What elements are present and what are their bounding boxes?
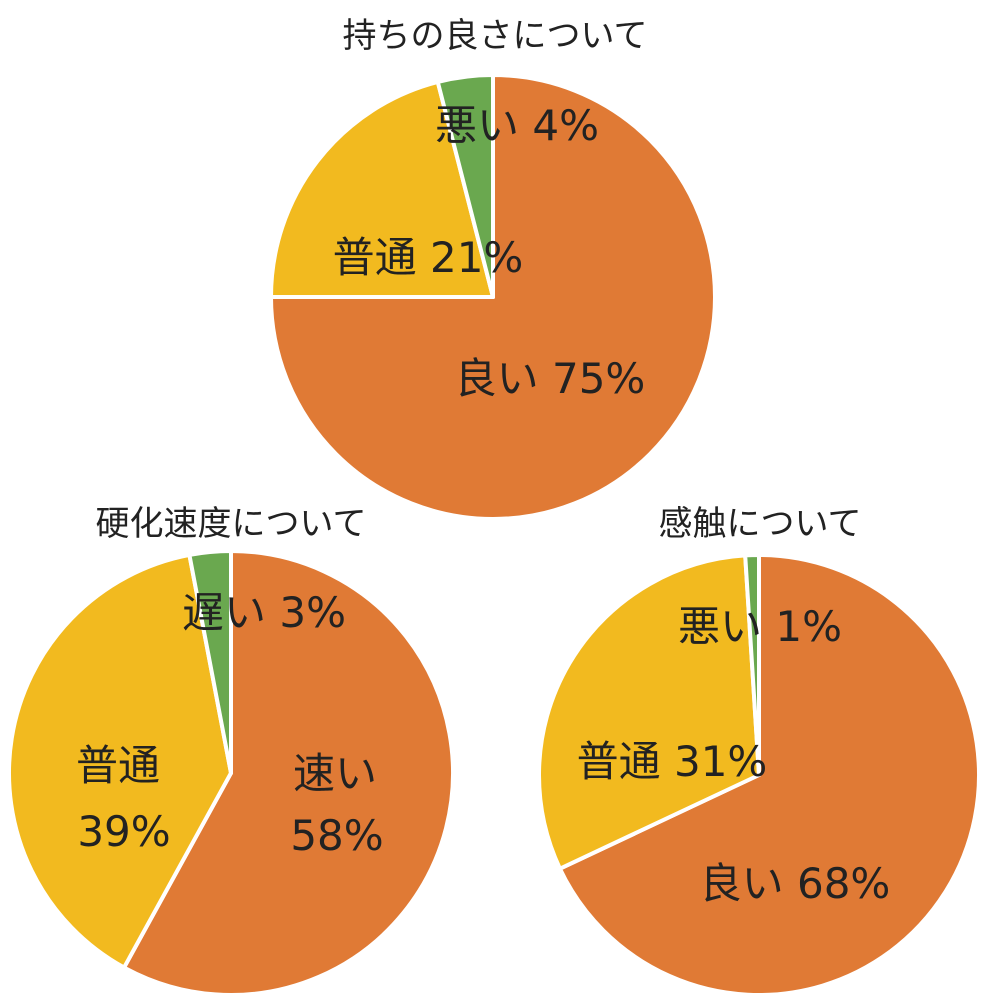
slice-label-fast-line1: 速い	[293, 749, 377, 798]
pie-slice	[269, 73, 717, 521]
slice-label-normal: 普通 31%	[577, 737, 768, 786]
pie-slice	[743, 552, 761, 777]
pie-chart-texture: 感触について 良い 68% 普通 31% 悪い 1%	[537, 504, 981, 997]
slice-label-fast-line2: 58%	[290, 811, 383, 860]
chart-title: 感触について	[659, 504, 862, 544]
pie-chart-curing-speed: 硬化速度について 速い 58% 普通 39% 遅い 3%	[7, 504, 455, 997]
pie-slice	[435, 73, 495, 299]
slice-label-bad: 悪い 4%	[435, 101, 599, 150]
pie-slices	[537, 552, 981, 997]
pie-slices	[7, 549, 455, 997]
pie-slice	[537, 553, 761, 871]
slice-label-normal-line1: 普通	[76, 741, 160, 790]
pie-slice	[187, 549, 233, 775]
slice-label-normal-line2: 39%	[77, 807, 170, 856]
pie-slice	[7, 552, 233, 970]
chart-title: 硬化速度について	[96, 504, 367, 544]
slice-label-good: 良い 75%	[455, 354, 646, 403]
slice-label-slow: 遅い 3%	[182, 588, 346, 637]
pie-slice	[269, 79, 495, 299]
pie-slices	[269, 73, 717, 521]
pie-slice	[122, 549, 455, 997]
chart-title: 持ちの良さについて	[343, 16, 648, 56]
slice-label-good: 良い 68%	[700, 859, 891, 908]
pie-chart-durability: 持ちの良さについて 良い 75% 普通 21% 悪い 4%	[269, 16, 717, 521]
slice-label-normal: 普通 21%	[333, 233, 524, 282]
pie-slice	[557, 553, 981, 997]
slice-label-bad: 悪い 1%	[678, 602, 842, 651]
